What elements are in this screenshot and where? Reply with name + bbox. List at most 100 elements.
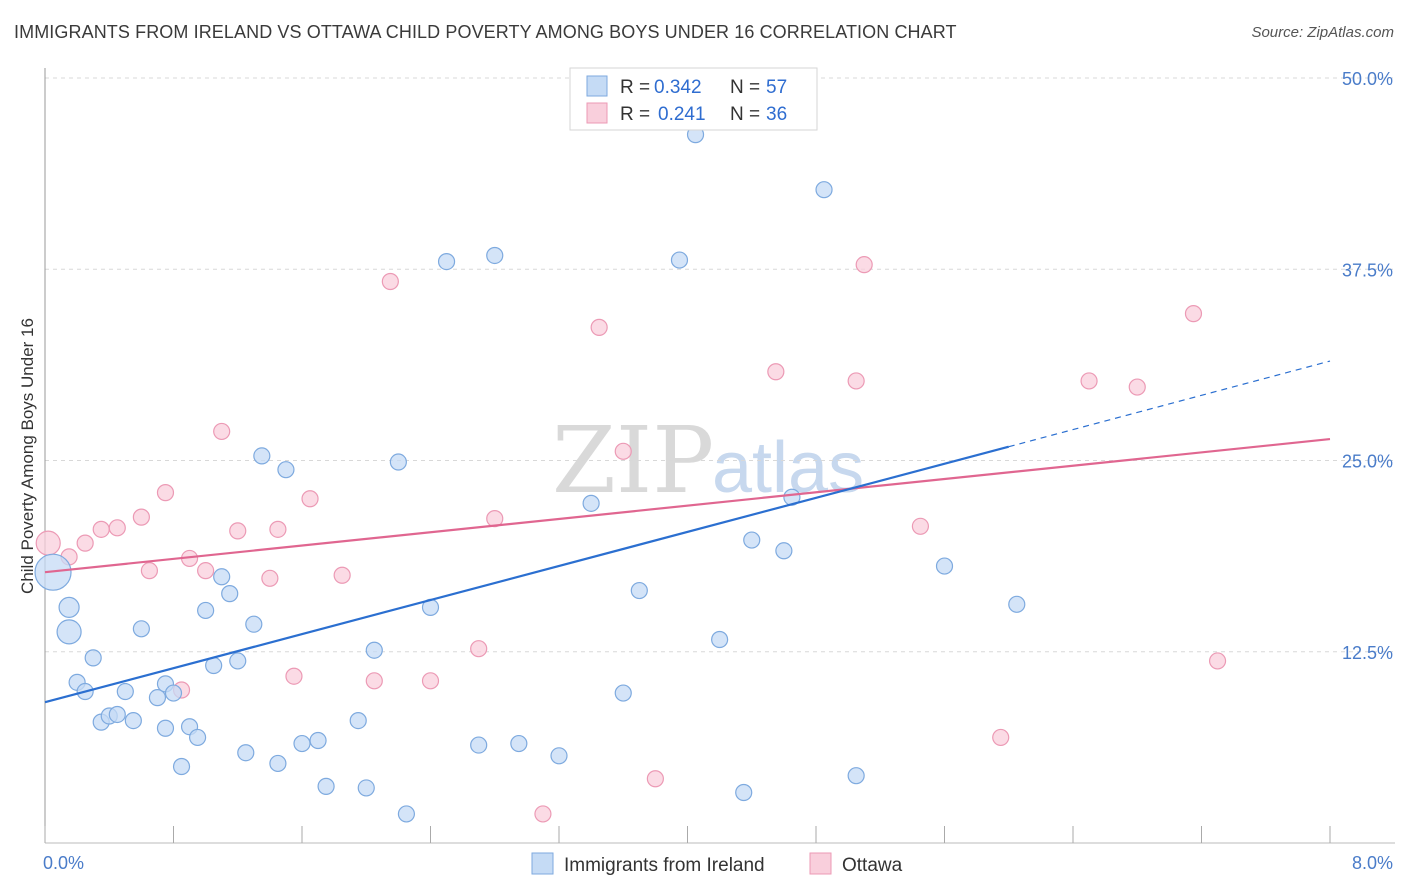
ireland-point	[309, 731, 327, 750]
ireland-point	[213, 568, 231, 586]
ottawa-point	[140, 562, 159, 580]
ireland-point	[124, 711, 142, 730]
ireland-point	[349, 711, 367, 730]
ireland-point	[253, 447, 271, 465]
ottawa-point	[92, 520, 110, 538]
source-label: Source: ZipAtlas.com	[1251, 24, 1394, 41]
ireland-trend-extension	[1008, 360, 1331, 448]
ottawa-point	[381, 272, 399, 291]
ireland-point	[582, 494, 600, 512]
ottawa-trend-line	[44, 437, 1331, 574]
ottawa-point	[76, 534, 94, 552]
ottawa-point	[261, 569, 279, 587]
y-tick-labels: 12.5% 25.0% 37.5% 50.0%	[1342, 69, 1393, 663]
ireland-point	[357, 779, 375, 797]
legend-pink-n-value: 36	[766, 104, 787, 125]
ireland-point	[132, 620, 150, 638]
grid-lines	[45, 77, 1395, 653]
legend-ottawa-swatch	[809, 852, 832, 875]
ottawa-point	[767, 363, 785, 381]
ottawa-point	[1128, 378, 1146, 396]
ottawa-point	[646, 770, 664, 788]
ireland-point	[188, 728, 207, 747]
x-ticks	[44, 826, 1331, 843]
ottawa-point	[534, 805, 552, 823]
ireland-point	[56, 619, 82, 645]
y-axis-label: Child Poverty Among Boys Under 16	[18, 318, 37, 594]
legend-blue-swatch	[586, 75, 608, 97]
ottawa-point	[132, 508, 150, 526]
y-tick-label: 25.0%	[1342, 452, 1393, 472]
ireland-point	[397, 805, 416, 823]
ottawa-point	[35, 530, 61, 556]
ireland-point	[1008, 595, 1026, 613]
ireland-point	[172, 757, 191, 776]
ireland-point	[58, 596, 80, 618]
ireland-point	[269, 754, 287, 773]
ottawa-point	[847, 372, 865, 390]
ireland-point	[614, 684, 632, 702]
ireland-point	[277, 461, 295, 479]
ottawa-points	[35, 256, 1227, 823]
legend-stats: R = 0.342 N = 57 R = 0.241 N = 36	[569, 67, 818, 131]
ireland-point	[108, 705, 126, 724]
ottawa-point	[156, 484, 175, 502]
ireland-point	[550, 747, 568, 765]
ottawa-point	[229, 522, 247, 540]
legend-blue-r-label: R =	[620, 77, 650, 98]
ireland-point	[935, 557, 954, 575]
legend-ireland-swatch	[531, 852, 554, 875]
ireland-point	[221, 585, 239, 603]
ireland-points	[34, 126, 1026, 823]
chart-title: IMMIGRANTS FROM IRELAND VS OTTAWA CHILD …	[14, 22, 957, 42]
legend-pink-r-label: R =	[620, 104, 650, 125]
ireland-point	[317, 777, 335, 795]
x-tick-label-min: 0.0%	[43, 853, 84, 873]
ottawa-point	[301, 490, 319, 508]
y-tick-label: 50.0%	[1342, 69, 1393, 89]
ireland-point	[148, 689, 167, 707]
ireland-point	[365, 641, 383, 659]
ireland-point	[229, 652, 247, 670]
legend-blue-n-label: N =	[730, 77, 760, 98]
legend-pink-r-value: 0.241	[658, 104, 706, 125]
ottawa-point	[333, 566, 351, 584]
ireland-point	[237, 744, 255, 762]
ottawa-point	[285, 667, 303, 685]
ireland-point	[156, 719, 175, 737]
ireland-point	[116, 682, 134, 701]
legend-blue-r-value: 0.342	[654, 77, 702, 98]
ottawa-point	[590, 318, 608, 336]
ireland-point	[389, 453, 407, 471]
ireland-point	[670, 251, 689, 269]
legend-series: Immigrants from Ireland Ottawa	[531, 852, 903, 876]
ottawa-point	[911, 517, 930, 535]
ottawa-point	[1208, 652, 1227, 670]
ireland-point	[293, 734, 311, 753]
ottawa-point	[108, 519, 126, 537]
ireland-point	[630, 581, 648, 600]
ottawa-point	[855, 256, 873, 274]
ireland-point	[510, 734, 528, 753]
ireland-point	[437, 253, 456, 271]
ireland-point	[486, 246, 504, 265]
ireland-point	[84, 649, 102, 667]
ireland-point	[470, 736, 488, 754]
ireland-point	[743, 531, 761, 549]
axes	[44, 68, 1395, 844]
y-tick-label: 37.5%	[1342, 260, 1393, 280]
ottawa-point	[992, 728, 1010, 747]
legend-stats-box	[569, 67, 818, 131]
x-tick-label-max: 8.0%	[1352, 853, 1393, 873]
ireland-point	[847, 767, 865, 785]
ireland-point	[245, 615, 263, 633]
ottawa-point	[421, 672, 440, 690]
ireland-point	[735, 783, 753, 802]
ottawa-point	[197, 562, 215, 580]
legend-pink-n-label: N =	[730, 104, 760, 125]
ottawa-point	[365, 672, 383, 690]
legend-blue-n-value: 57	[766, 77, 787, 98]
ireland-point	[197, 601, 215, 620]
watermark: ZIP atlas	[552, 407, 864, 514]
